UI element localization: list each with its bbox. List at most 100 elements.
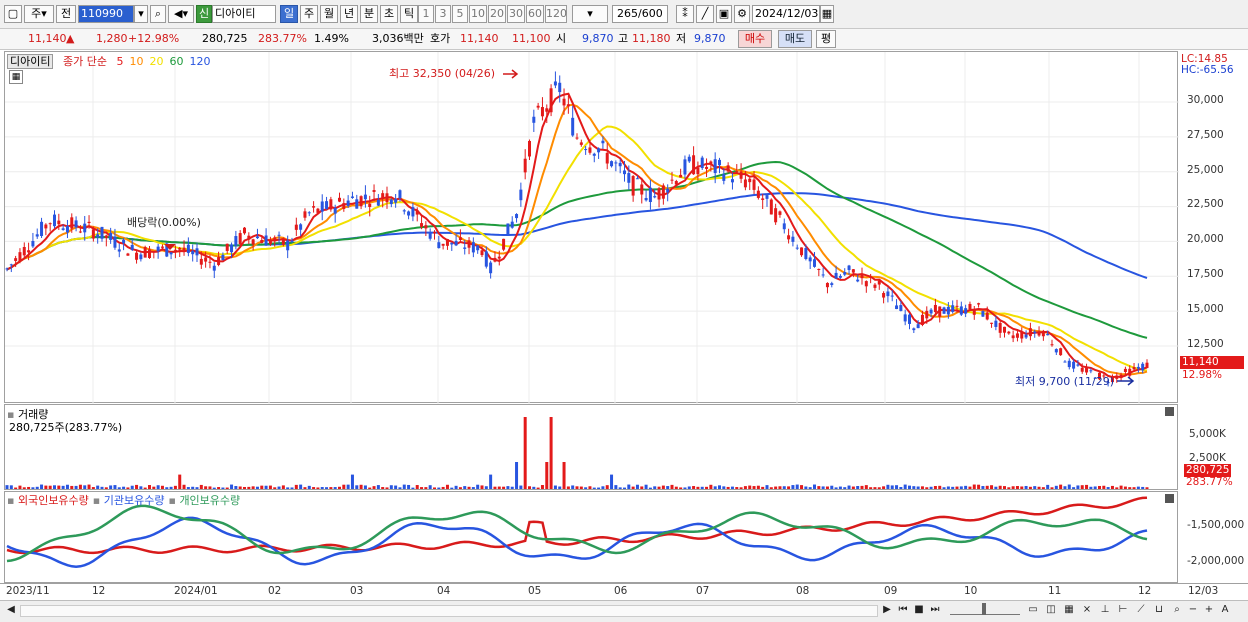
holdings-legend: ▪ 외국인보유수량 ▪ 기관보유수량 ▪ 개인보유수량 [7, 492, 244, 508]
buy-button[interactable]: 매수 [738, 30, 772, 48]
scroll-right-icon[interactable]: ▶ [883, 604, 891, 615]
interval-button-3[interactable]: 10 [469, 5, 487, 23]
interval-dropdown[interactable]: ▾ [572, 5, 608, 23]
last-page-icon[interactable]: ⏭ [930, 604, 940, 615]
volume-bar [450, 487, 454, 489]
volume-bar [122, 486, 126, 489]
candle-body [411, 207, 415, 217]
volume-bar [692, 486, 696, 489]
scroll-track[interactable] [20, 605, 878, 617]
gear-icon[interactable]: ⚙ [734, 5, 750, 23]
candle-body [912, 328, 916, 331]
period-icon[interactable]: ⊔ [1155, 604, 1163, 615]
interval-button-4[interactable]: 20 [488, 5, 506, 23]
interval-button-1[interactable]: 3 [435, 5, 451, 23]
volume-chart[interactable] [5, 405, 1179, 491]
period-button-6[interactable]: 틱 [400, 5, 418, 23]
zoom-out-icon[interactable]: − [1188, 604, 1198, 615]
candle-body [338, 197, 341, 202]
period-button-1[interactable]: 주 [300, 5, 318, 23]
period-button-5[interactable]: 초 [380, 5, 398, 23]
period-button-2[interactable]: 월 [320, 5, 338, 23]
zoom-slider-handle[interactable] [982, 603, 986, 615]
volume-bar [795, 484, 799, 489]
sell-button[interactable]: 매도 [778, 30, 812, 48]
chart-scrollbar[interactable]: ◀ ▶ ⏮ ■ ⏭ ▭ ◫ ▦ ⨯ ⊥ ⊢ ⟋ ⊔ ⌕ − + A [0, 600, 1248, 622]
candle-body [899, 305, 903, 311]
scroll-left-icon[interactable]: ◀ [7, 604, 15, 615]
layout-grid-icon[interactable]: ▦ [1064, 604, 1074, 615]
volume-bar [687, 486, 691, 489]
x-label-0: 2023/11 [6, 585, 50, 597]
candle-body [730, 179, 734, 183]
volume-bar [1050, 487, 1054, 489]
volume-bar [644, 484, 648, 489]
zoom-in-icon[interactable]: + [1204, 604, 1214, 615]
holdings-panel[interactable]: ▪ 외국인보유수량 ▪ 기관보유수량 ▪ 개인보유수량 [4, 491, 1178, 583]
price-chart-panel[interactable]: 디아이티 종가 단순 5 10 20 60 120 ▦ 최고 32,350 (04/26… [4, 51, 1179, 404]
first-page-icon[interactable]: ⏮ [898, 604, 908, 615]
close-panel-icon[interactable] [1165, 407, 1174, 416]
stock-name-field[interactable]: 디아이티 [212, 5, 276, 23]
price-chart[interactable] [5, 52, 1179, 404]
code-dropdown-icon[interactable]: ▾ [134, 5, 148, 23]
period-button-0[interactable]: 일 [280, 5, 298, 23]
volume-panel[interactable]: ▪ 거래량 280,725주(283.77%) [4, 404, 1178, 490]
price-axis: LC:14.85 HC:-65.56 30,000 27,500 25,000 22,… [1179, 51, 1248, 403]
candle-body [998, 322, 1002, 333]
volume-bar [204, 486, 208, 489]
draw-tool-icon[interactable]: ╱ [696, 5, 714, 23]
low-price: 9,870 [694, 32, 726, 45]
volume-bar [1102, 485, 1106, 489]
avg-button[interactable]: 평 [816, 30, 836, 48]
candle-body [502, 238, 506, 250]
volume-bar [761, 486, 765, 489]
candle-body [1119, 374, 1123, 379]
interval-button-7[interactable]: 120 [545, 5, 567, 23]
zoom-search-icon[interactable]: ⌕ [1174, 604, 1180, 615]
ma-10-line [6, 103, 1148, 376]
period-type-select[interactable]: 주▾ [24, 5, 54, 23]
interval-button-6[interactable]: 60 [526, 5, 544, 23]
holdings-chart[interactable] [5, 492, 1179, 584]
interval-button-0[interactable]: 1 [418, 5, 434, 23]
stop-icon[interactable]: ■ [914, 604, 924, 615]
volume-bar [9, 485, 13, 489]
volume-bar [290, 487, 294, 489]
stock-code-input[interactable]: 110990 [78, 5, 134, 23]
interval-button-2[interactable]: 5 [452, 5, 468, 23]
layout-single-icon[interactable]: ▭ [1028, 604, 1038, 615]
speaker-icon[interactable]: ◀▾ [168, 5, 194, 23]
date-field[interactable]: 2024/12/03 [752, 5, 820, 23]
candle-body [515, 214, 519, 219]
volume-bar [985, 485, 989, 489]
volume-bar [912, 486, 916, 489]
crosshair-icon[interactable]: ⨯ [1082, 604, 1092, 615]
candle-body [618, 162, 622, 167]
layout-split-icon[interactable]: ◫ [1046, 604, 1056, 615]
prev-button[interactable]: 전 [56, 5, 76, 23]
search-icon[interactable]: ⌕ [150, 5, 166, 23]
period-button-4[interactable]: 분 [360, 5, 378, 23]
save-icon[interactable]: ▣ [716, 5, 732, 23]
interval-button-5[interactable]: 30 [507, 5, 525, 23]
candle-body [610, 161, 614, 167]
close-panel-icon[interactable] [1165, 494, 1174, 503]
period-button-3[interactable]: 년 [340, 5, 358, 23]
candle-body [325, 201, 329, 209]
ma-legend-4: 120 [189, 55, 211, 68]
trend-icon[interactable]: ⟋ [1137, 604, 1145, 615]
volume-bar [243, 486, 246, 489]
volume-bar [381, 487, 385, 489]
measure-icon[interactable]: ⊢ [1118, 604, 1128, 615]
ruler-icon[interactable]: ⊥ [1100, 604, 1110, 615]
candle-body [420, 223, 424, 227]
auto-scale-icon[interactable]: A [1221, 604, 1229, 615]
data-table-icon[interactable]: ▦ [9, 70, 23, 84]
candle-body [1024, 334, 1028, 338]
bar-settings-icon[interactable]: ⁑ [676, 5, 694, 23]
window-menu-icon[interactable]: ▢ [4, 5, 22, 23]
calendar-icon[interactable]: ▦ [820, 5, 834, 23]
bar-count-field[interactable]: 265/600 [612, 5, 668, 23]
